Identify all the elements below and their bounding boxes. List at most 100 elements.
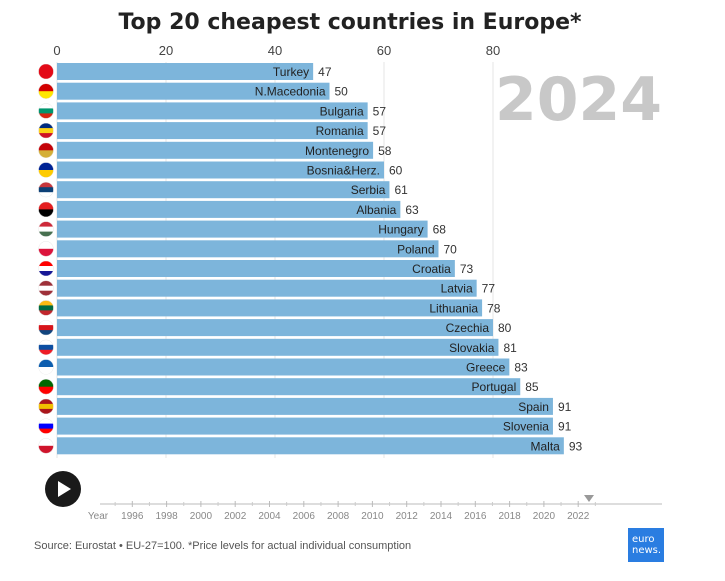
bar-value-label: 91 [558,420,572,434]
timeline-year-label: Year [88,511,109,522]
play-button[interactable] [45,471,81,507]
bar-serbia [57,181,390,199]
bar-value-label: 77 [482,282,496,296]
bar-value-label: 83 [514,361,528,375]
bar-category-label: Poland [397,242,434,256]
timeline-year-label: 2002 [224,511,247,522]
bar-value-label: 63 [405,203,419,217]
bar-value-label: 68 [433,223,447,237]
bar-value-label: 47 [318,65,332,79]
bar-category-label: Slovenia [503,420,549,434]
logo-line-1: euro [632,534,655,545]
bar-albania [57,200,401,218]
bar-category-label: Bulgaria [320,104,364,118]
spain-flag-icon [38,398,54,414]
bar-value-label: 85 [525,380,539,394]
bar-value-label: 81 [503,341,517,355]
montenegro-flag-icon [38,142,54,158]
portugal-flag-icon [38,379,54,395]
romania-flag-icon [38,123,54,139]
bar-portugal [57,378,521,396]
croatia-flag-icon [38,261,54,276]
x-tick-label: 40 [268,43,282,58]
bar-category-label: Greece [466,361,506,375]
bulgaria-flag-icon [38,103,54,119]
bar-value-label: 50 [335,85,349,99]
bar-value-label: 60 [389,164,403,178]
bar-category-label: N.Macedonia [255,85,326,99]
euronews-logo: euro news. [628,528,664,562]
bar-bulgaria [57,102,368,120]
bar-category-label: Serbia [351,183,386,197]
bar-bosniaherz [57,161,384,179]
bar-category-label: Croatia [412,262,451,276]
timeline-year-label: 2014 [430,511,453,522]
x-tick-label: 20 [159,43,173,58]
timeline-current-marker [584,495,594,502]
bar-hungary [57,220,428,238]
x-tick-label: 60 [377,43,391,58]
bar-value-label: 57 [373,104,387,118]
czechia-flag-icon [38,320,54,336]
timeline-year-label: 2000 [190,511,213,522]
timeline-year-label: 2006 [293,511,316,522]
bar-value-label: 80 [498,321,512,335]
bar-slovenia [57,417,553,435]
timeline-year-label: 2012 [396,511,419,522]
bar-category-label: Bosnia&Herz. [307,164,380,178]
albania-flag-icon [38,201,54,217]
hungary-flag-icon [38,221,54,237]
poland-flag-icon [38,241,54,257]
bar-croatia [57,260,455,277]
bosnia-flag-icon [38,162,54,178]
bar-category-label: Portugal [472,380,517,394]
bar-value-label: 91 [558,400,572,414]
bar-value-label: 70 [444,242,458,256]
malta-flag-icon [38,438,54,454]
timeline-year-label: 2010 [361,511,384,522]
bar-value-label: 61 [394,183,408,197]
bar-value-label: 78 [487,301,501,315]
bar-nmacedonia [57,82,330,100]
bar-lithuania [57,299,483,317]
timeline-year-label: 1998 [155,511,178,522]
chart-title: Top 20 cheapest countries in Europe* [118,10,582,35]
bar-category-label: Latvia [441,282,473,296]
x-tick-label: 80 [486,43,500,58]
bar-value-label: 73 [460,262,474,276]
logo-line-2: news. [632,545,662,556]
greece-flag-icon [38,359,54,375]
year-watermark: 2024 [495,65,662,135]
bar-category-label: Hungary [378,223,423,237]
slovakia-flag-icon [38,339,54,355]
timeline-year-label: 1996 [121,511,144,522]
bar-category-label: Albania [356,203,396,217]
timeline-year-label: 2016 [464,511,487,522]
bar-poland [57,240,439,258]
timeline-year-label: 2020 [533,511,556,522]
bar-czechia [57,319,493,337]
timeline-year-label: 2018 [498,511,521,522]
bar-malta [57,437,564,455]
bar-romania [57,122,368,140]
bar-category-label: Czechia [446,321,490,335]
bar-greece [57,358,510,376]
lithuania-flag-icon [38,300,54,316]
bar-value-label: 57 [373,124,387,138]
bar-latvia [57,279,477,297]
bar-turkey [57,63,314,80]
bar-category-label: Malta [531,439,561,453]
timeline-year-label: 2008 [327,511,350,522]
serbia-flag-icon [38,182,54,198]
slovenia-flag-icon [38,418,54,434]
timeline-year-label: 2022 [567,511,590,522]
latvia-flag-icon [38,280,54,296]
source-note: Source: Eurostat • EU-27=100. *Price lev… [34,540,412,552]
bar-category-label: Spain [518,400,549,414]
x-tick-label: 0 [53,43,60,58]
bar-category-label: Romania [316,124,364,138]
north-macedonia-flag-icon [38,83,54,99]
bar-category-label: Montenegro [305,144,369,158]
bar-value-label: 58 [378,144,392,158]
